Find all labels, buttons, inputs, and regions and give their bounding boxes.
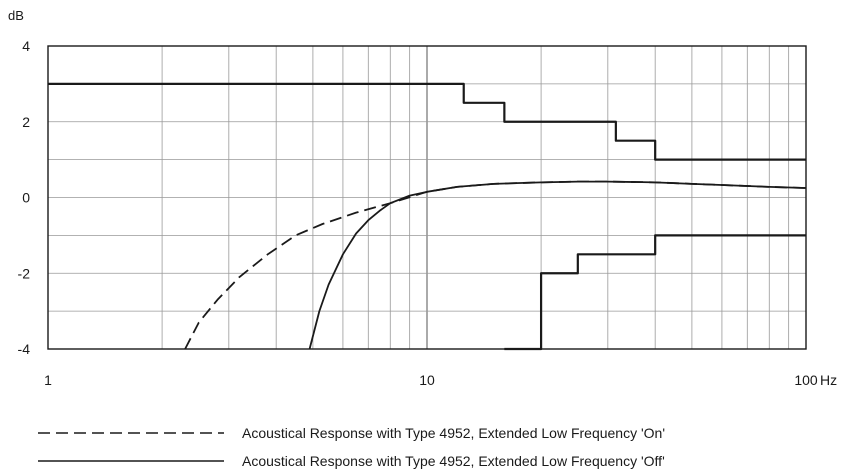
y-tick-label: -4 (18, 341, 31, 357)
series-line-lower-tolerance (504, 234, 806, 351)
legend: Acoustical Response with Type 4952, Exte… (38, 425, 665, 469)
series-line-extended-low-off (308, 180, 807, 350)
x-tick-label: 100 (794, 372, 818, 388)
legend-item-on: Acoustical Response with Type 4952, Exte… (38, 425, 665, 441)
plot-frame (47, 45, 807, 350)
x-axis-unit-label: Hz (820, 372, 837, 388)
x-tick-label: 10 (419, 372, 435, 388)
data-series (48, 82, 807, 351)
series-line-extended-low-on (184, 180, 807, 350)
y-tick-label: 4 (22, 38, 30, 54)
legend-label-off: Acoustical Response with Type 4952, Exte… (242, 453, 665, 469)
y-tick-label: 0 (22, 190, 30, 206)
y-tick-label: 2 (22, 114, 30, 130)
grid-lines (48, 46, 806, 349)
series-line-upper-tolerance (48, 82, 806, 161)
legend-item-off: Acoustical Response with Type 4952, Exte… (38, 453, 665, 469)
tick-labels: 4 2 0 -2 -4 1 10 100 (18, 38, 818, 388)
y-tick-label: -2 (18, 265, 31, 281)
x-tick-label: 1 (44, 372, 52, 388)
legend-label-on: Acoustical Response with Type 4952, Exte… (242, 425, 665, 441)
y-axis-unit-label: dB (8, 8, 24, 23)
